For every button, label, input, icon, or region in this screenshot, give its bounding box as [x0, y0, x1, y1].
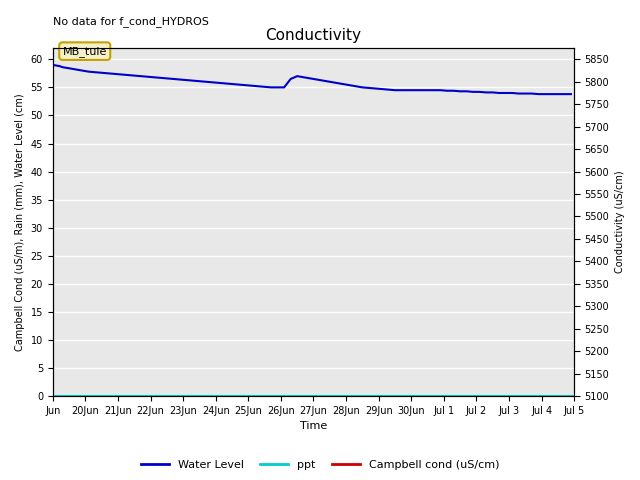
Text: MB_tule: MB_tule	[63, 46, 107, 57]
X-axis label: Time: Time	[300, 421, 327, 432]
Legend: Water Level, ppt, Campbell cond (uS/cm): Water Level, ppt, Campbell cond (uS/cm)	[136, 456, 504, 474]
Title: Conductivity: Conductivity	[266, 28, 362, 43]
Y-axis label: Campbell Cond (uS/m), Rain (mm), Water Level (cm): Campbell Cond (uS/m), Rain (mm), Water L…	[15, 93, 25, 351]
Text: No data for f_cond_HYDROS: No data for f_cond_HYDROS	[52, 16, 209, 27]
Y-axis label: Conductivity (uS/cm): Conductivity (uS/cm)	[615, 171, 625, 274]
